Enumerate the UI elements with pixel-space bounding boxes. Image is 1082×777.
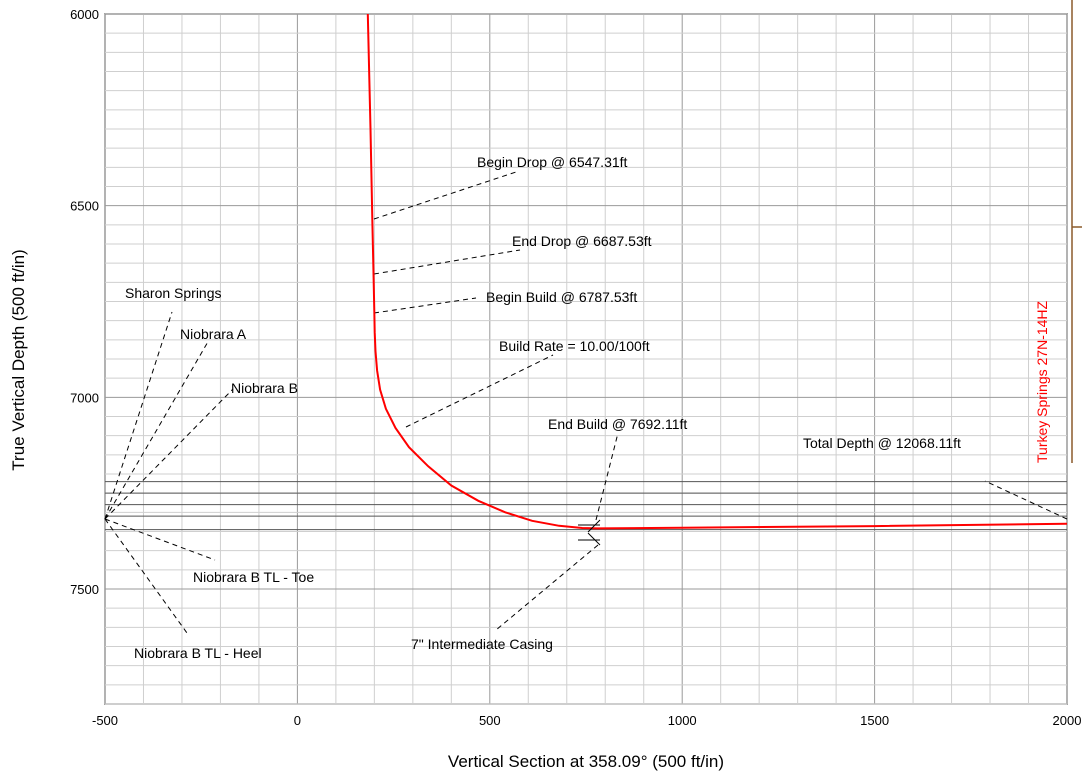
x-tick-label: 1000 <box>668 713 697 728</box>
y-tick-label: 6500 <box>70 199 99 214</box>
x-tick-labels: -500 0 500 1000 1500 2000 <box>92 713 1081 728</box>
x-tick-label: 1500 <box>860 713 889 728</box>
annotation-niobrara-b: Niobrara B <box>231 380 298 396</box>
annotation-build-rate: Build Rate = 10.00/100ft <box>499 338 650 354</box>
x-tick-label: -500 <box>92 713 118 728</box>
y-axis-title: True Vertical Depth (500 ft/in) <box>9 249 28 470</box>
annotation-total-depth: Total Depth @ 12068.11ft <box>803 435 961 451</box>
right-frame-decoration <box>1072 0 1082 463</box>
annotation-niobrara-b-heel: Niobrara B TL - Heel <box>134 645 262 661</box>
annotation-casing: 7" Intermediate Casing <box>411 636 553 652</box>
y-tick-labels: 6000 6500 7000 7500 <box>70 7 99 597</box>
annotation-niobrara-b-toe: Niobrara B TL - Toe <box>193 569 314 585</box>
series-label: Turkey Springs 27N-14HZ <box>1034 300 1050 463</box>
x-tick-label: 2000 <box>1053 713 1082 728</box>
x-tick-label: 0 <box>294 713 301 728</box>
annotation-niobrara-a: Niobrara A <box>180 326 247 342</box>
y-tick-label: 7500 <box>70 582 99 597</box>
y-tick-label: 7000 <box>70 390 99 405</box>
x-tick-label: 500 <box>479 713 501 728</box>
y-tick-label: 6000 <box>70 7 99 22</box>
annotation-begin-drop: Begin Drop @ 6547.31ft <box>477 154 628 170</box>
x-axis-title: Vertical Section at 358.09° (500 ft/in) <box>448 752 724 771</box>
annotation-begin-build: Begin Build @ 6787.53ft <box>486 289 637 305</box>
annotation-sharon-springs: Sharon Springs <box>125 285 222 301</box>
annotation-end-drop: End Drop @ 6687.53ft <box>512 233 652 249</box>
annotation-end-build: End Build @ 7692.11ft <box>548 416 687 432</box>
